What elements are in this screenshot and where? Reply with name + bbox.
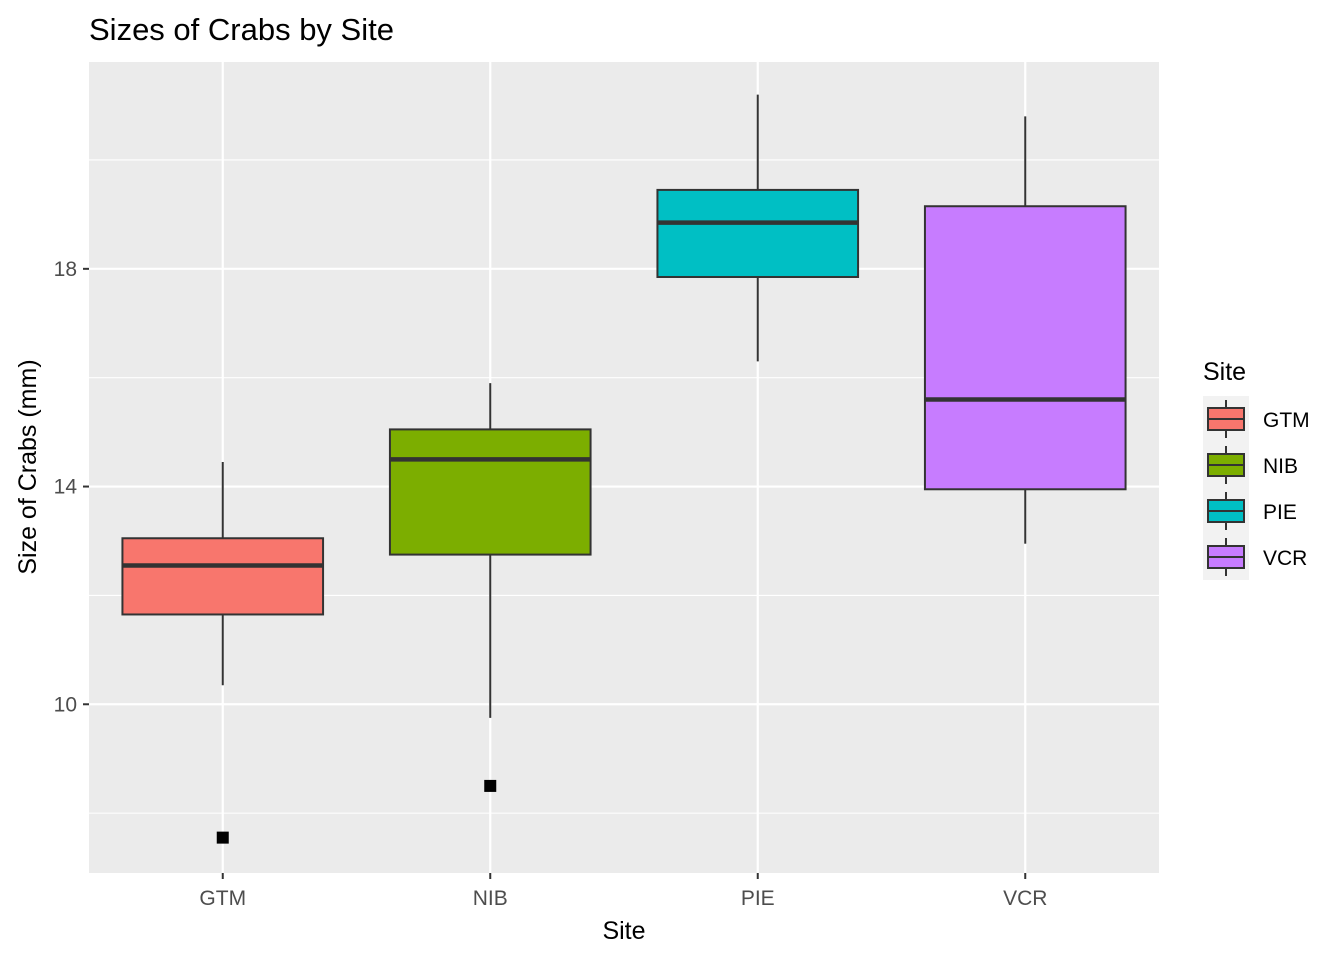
box-iqr: [121, 537, 325, 616]
legend-item-nib: NIB: [1203, 442, 1298, 488]
x-tick-label: PIE: [741, 887, 775, 910]
legend-label: GTM: [1263, 409, 1310, 432]
legend-label: PIE: [1263, 501, 1297, 524]
outlier-point: [484, 779, 497, 792]
y-tick-label: 14: [54, 476, 78, 499]
box-pie: [656, 94, 860, 362]
y-tick-label: 10: [54, 693, 77, 716]
axes: 10 14 18 GTM NIB PIE VCR: [54, 258, 1048, 910]
box-iqr: [388, 428, 592, 556]
legend-item-vcr: VCR: [1203, 534, 1307, 580]
legend: Site GTM NIB PIE VCR: [1203, 358, 1310, 580]
x-tick-label: VCR: [1003, 887, 1047, 910]
boxes: [121, 94, 1127, 844]
x-axis-title: Site: [602, 917, 645, 945]
box-nib: [388, 383, 592, 792]
y-tick-label: 18: [54, 258, 77, 281]
outlier-point: [216, 831, 229, 844]
legend-label: VCR: [1263, 547, 1307, 570]
legend-item-gtm: GTM: [1203, 396, 1310, 442]
legend-items: GTM NIB PIE VCR: [1203, 396, 1310, 580]
legend-item-pie: PIE: [1203, 488, 1297, 534]
box-vcr: [923, 116, 1127, 544]
y-axis-title: Size of Crabs (mm): [14, 359, 42, 574]
x-tick-label: GTM: [199, 887, 246, 910]
legend-title: Site: [1203, 358, 1246, 386]
box-iqr: [923, 205, 1127, 491]
chart-title: Sizes of Crabs by Site: [89, 12, 394, 47]
box-iqr: [656, 188, 860, 278]
x-tick-label: NIB: [473, 887, 508, 910]
legend-label: NIB: [1263, 455, 1298, 478]
box-gtm: [121, 462, 325, 844]
